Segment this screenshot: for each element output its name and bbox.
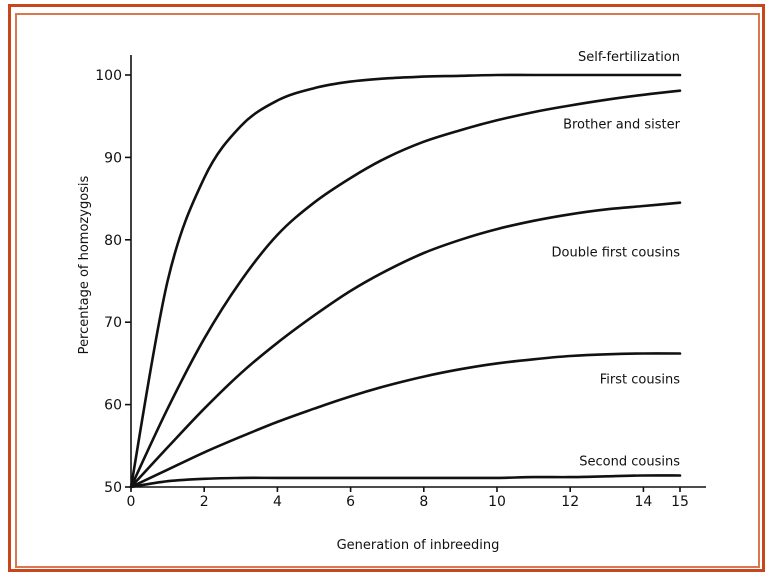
series-label-double-first-cousins: Double first cousins	[552, 246, 681, 261]
x-tick-label: 8	[419, 494, 428, 510]
series-curves	[129, 73, 682, 489]
series-line-double-first-cousins	[129, 201, 682, 489]
axes: 0 2 4 6 8 10 12 14 15 50 60 70 80 90 100	[95, 55, 706, 510]
y-tick-label: 60	[104, 398, 122, 414]
y-tick-label: 50	[104, 480, 122, 496]
x-tick-label: 15	[671, 494, 689, 510]
series-line-first-cousins	[129, 352, 682, 489]
x-tick-label: 2	[200, 494, 209, 510]
x-tick-label: 0	[127, 494, 136, 510]
series-line-brother-and-sister	[129, 89, 682, 489]
inner-frame	[15, 13, 760, 568]
series-label-self-fertilization: Self-fertilization	[578, 50, 680, 65]
y-tick-label: 70	[104, 315, 122, 331]
x-tick-label: 6	[346, 494, 355, 510]
y-axis-title: Percentage of homozygosis	[77, 175, 92, 354]
x-tick-label: 14	[634, 494, 652, 510]
x-tick-label: 12	[561, 494, 579, 510]
y-tick-label: 100	[95, 68, 122, 84]
x-tick-label: 10	[488, 494, 506, 510]
series-line-self-fertilization	[129, 73, 682, 489]
y-tick-label: 80	[104, 233, 122, 249]
series-label-first-cousins: First cousins	[600, 373, 680, 388]
series-label-brother-and-sister: Brother and sister	[563, 118, 681, 133]
x-axis-title: Generation of inbreeding	[337, 538, 500, 553]
series-label-second-cousins: Second cousins	[579, 454, 680, 469]
series-line-second-cousins	[129, 474, 682, 489]
y-tick-label: 90	[104, 150, 122, 166]
series-labels: Self-fertilization Brother and sister Doub…	[552, 50, 681, 469]
x-tick-label: 4	[273, 494, 282, 510]
